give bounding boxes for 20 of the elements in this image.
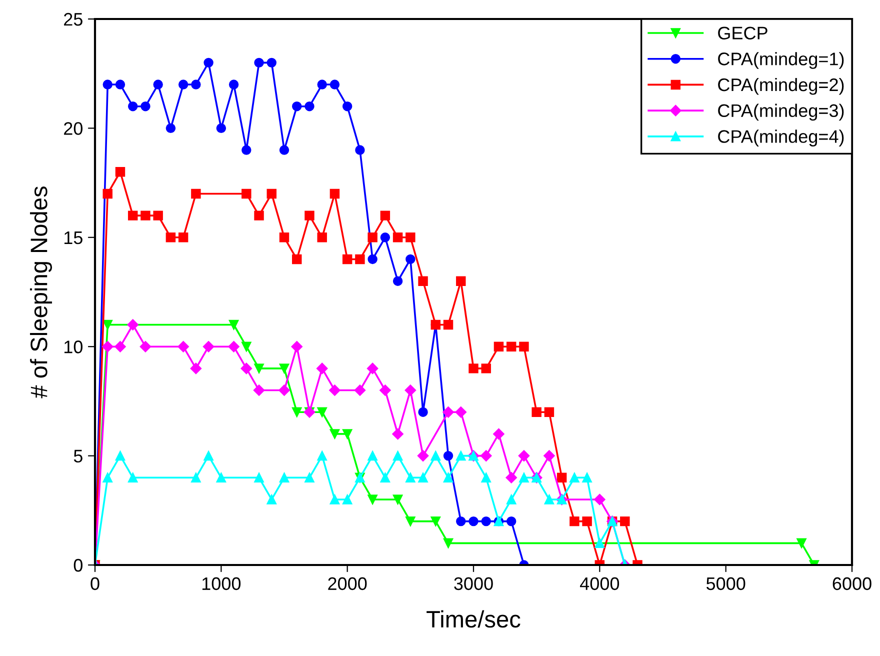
x-tick-label: 1000 — [202, 577, 241, 590]
x-tick-label: 3000 — [454, 577, 493, 590]
legend-label: CPA(mindeg=2) — [718, 78, 844, 95]
y-tick-label: 0 — [74, 558, 82, 572]
x-tick-label: 4000 — [580, 577, 620, 590]
y-tick-label: 5 — [74, 450, 82, 463]
legend-label: CPA(mindeg=1) — [718, 52, 844, 69]
x-tick-label: 0 — [90, 577, 100, 590]
y-axis-title: # of Sleeping Nodes — [30, 186, 52, 398]
y-tick-label: 20 — [64, 122, 82, 135]
x-axis-title: Time/sec — [426, 610, 520, 628]
y-tick-label: 15 — [64, 232, 82, 244]
y-tick-label: 25 — [64, 12, 82, 26]
legend-label: CPA(mindeg=4) — [718, 130, 844, 146]
x-tick-label: 2000 — [328, 577, 367, 590]
x-tick-label: 5000 — [706, 577, 746, 590]
y-tick-label: 10 — [64, 340, 82, 354]
legend-label: GECP — [718, 26, 768, 40]
legend-label: CPA(mindeg=3) — [718, 104, 844, 121]
x-tick-label: 6000 — [832, 577, 872, 590]
